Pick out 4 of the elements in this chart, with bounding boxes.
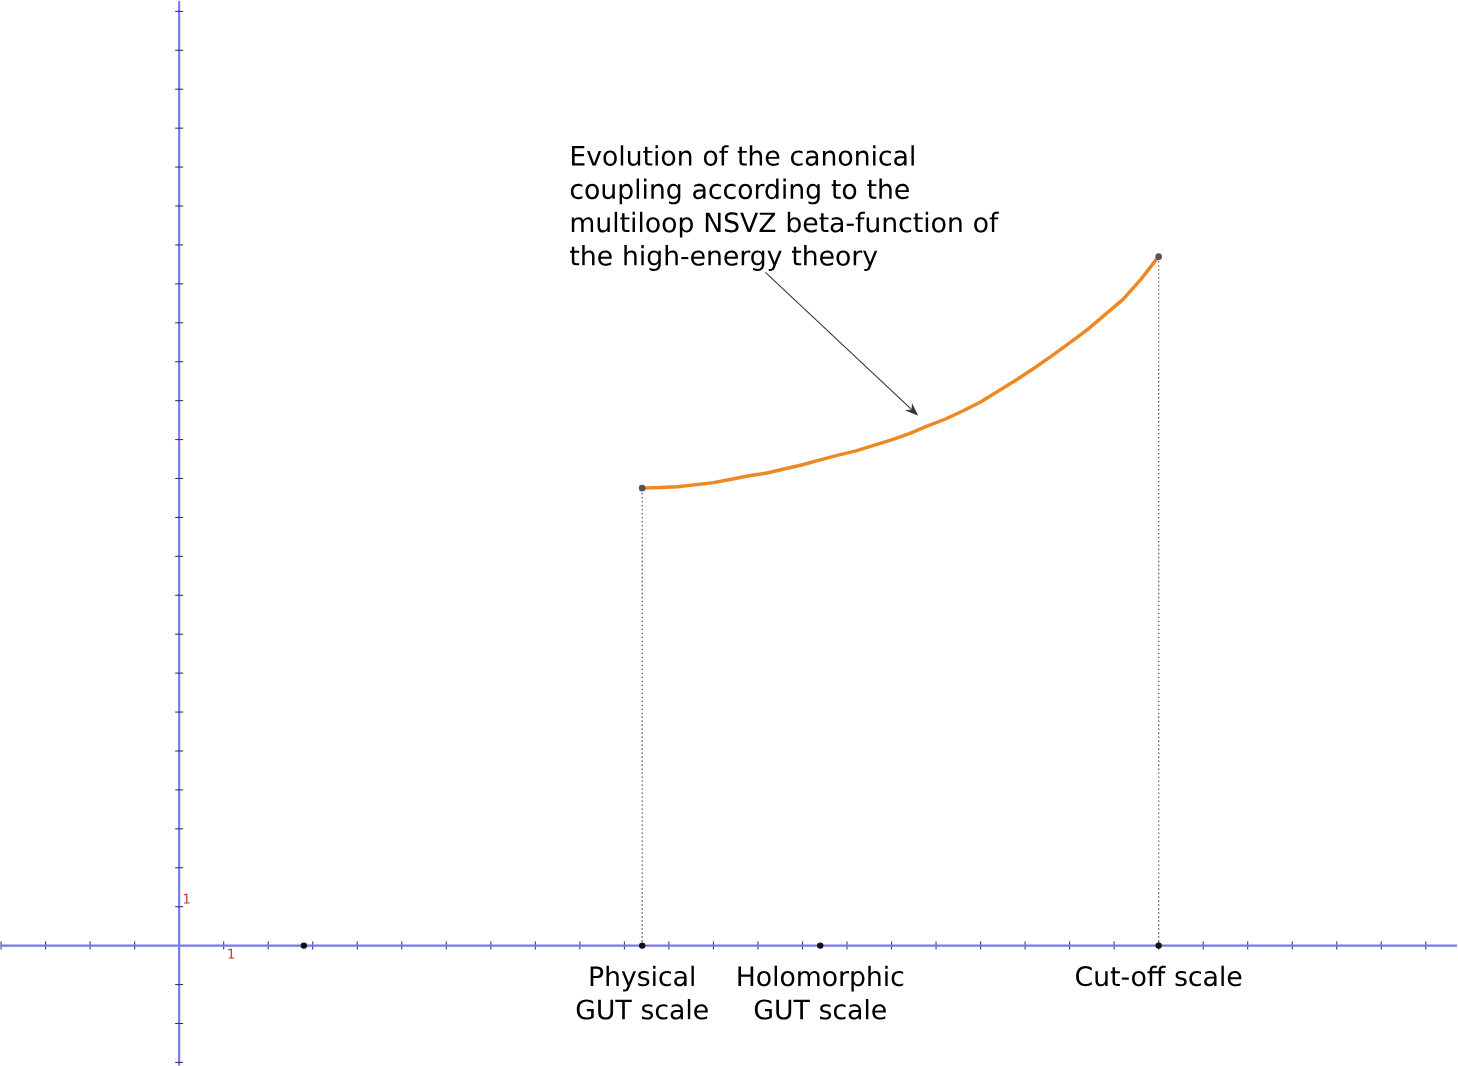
x-tick-label: Cut-off scale [1076,965,1242,986]
x-tick-label: Holomorphic GUT scale [738,965,904,1020]
x-tick-label: Physical GUT scale [576,965,708,1020]
annotation: Evolution of the canonical coupling according to the multiloop NSVZ beta-function of the high-energy theory [570,144,999,271]
